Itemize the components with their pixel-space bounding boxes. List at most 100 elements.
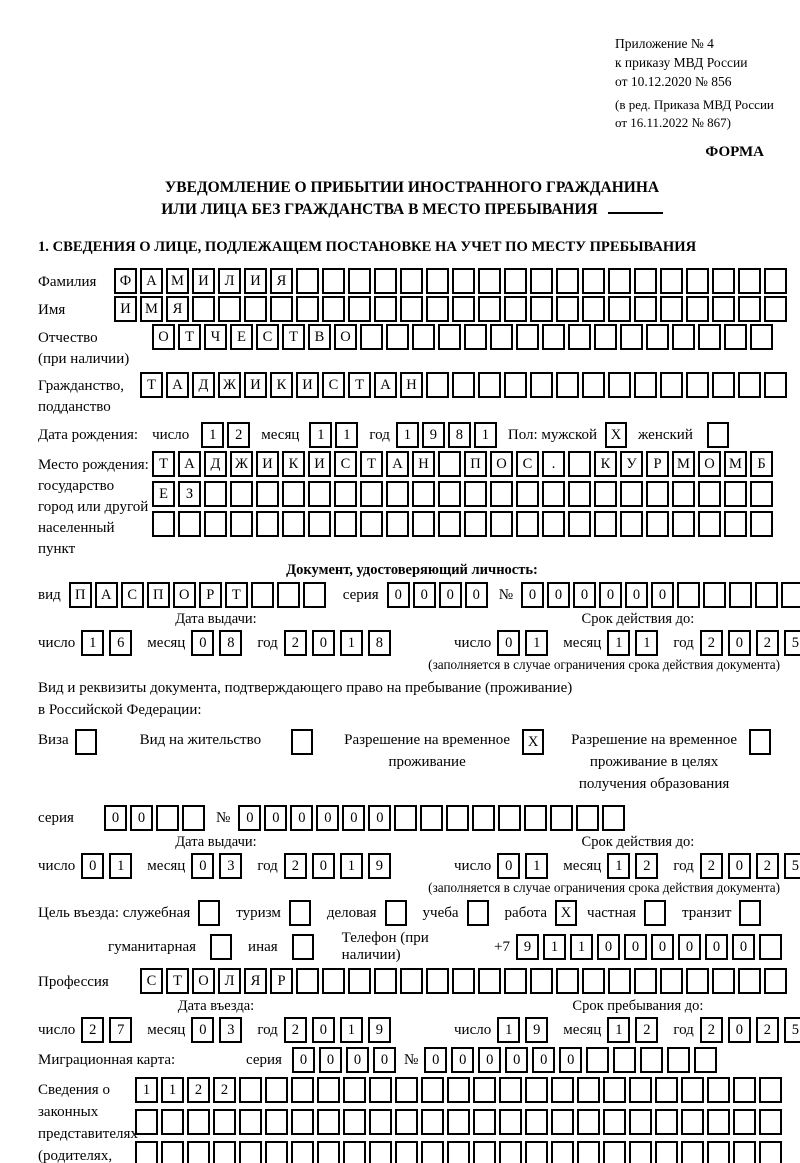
char-box[interactable]: 7 xyxy=(109,1017,133,1043)
char-box[interactable]: С xyxy=(322,372,345,398)
char-box[interactable] xyxy=(464,481,487,507)
char-box[interactable]: 8 xyxy=(219,630,243,656)
char-box[interactable] xyxy=(135,1141,158,1163)
char-box[interactable] xyxy=(568,481,591,507)
char-box[interactable] xyxy=(178,511,201,537)
char-box[interactable] xyxy=(213,1109,236,1135)
char-box[interactable] xyxy=(213,1141,236,1163)
char-box[interactable]: 2 xyxy=(187,1077,210,1103)
visa-checkbox[interactable] xyxy=(74,729,97,755)
char-box[interactable]: 0 xyxy=(727,1017,751,1043)
char-box[interactable] xyxy=(302,582,326,608)
char-box[interactable] xyxy=(412,324,435,350)
char-box[interactable] xyxy=(452,372,475,398)
char-box[interactable]: 0 xyxy=(464,582,488,608)
sluzhebnaya-checkbox[interactable] xyxy=(198,900,221,926)
char-box[interactable]: И xyxy=(308,451,331,477)
char-box[interactable]: 0 xyxy=(311,1017,335,1043)
char-box[interactable] xyxy=(504,296,527,322)
char-box[interactable] xyxy=(694,1047,718,1073)
char-box[interactable] xyxy=(738,968,761,994)
char-box[interactable]: 1 xyxy=(497,1017,521,1043)
char-box[interactable]: Н xyxy=(412,451,435,477)
char-box[interactable]: 0 xyxy=(521,582,544,608)
char-box[interactable] xyxy=(629,1109,652,1135)
char-box[interactable] xyxy=(239,1109,262,1135)
char-box[interactable]: 9 xyxy=(516,934,539,960)
char-box[interactable] xyxy=(646,481,669,507)
char-box[interactable] xyxy=(334,511,357,537)
char-box[interactable] xyxy=(490,481,513,507)
char-box[interactable]: 2 xyxy=(699,1017,723,1043)
char-box[interactable] xyxy=(759,1141,782,1163)
char-box[interactable] xyxy=(317,1141,340,1163)
char-box[interactable] xyxy=(296,296,319,322)
char-box[interactable]: Р xyxy=(198,582,222,608)
char-box[interactable]: Е xyxy=(230,324,253,350)
char-box[interactable] xyxy=(276,582,300,608)
char-box[interactable]: Д xyxy=(204,451,227,477)
char-box[interactable] xyxy=(499,1077,522,1103)
char-box[interactable] xyxy=(395,1109,418,1135)
char-box[interactable]: 2 xyxy=(81,1017,105,1043)
char-box[interactable] xyxy=(504,968,527,994)
char-box[interactable]: С xyxy=(120,582,144,608)
char-box[interactable]: А xyxy=(94,582,118,608)
char-box[interactable] xyxy=(452,268,475,294)
char-box[interactable] xyxy=(420,805,444,831)
char-box[interactable]: 2 xyxy=(755,853,779,879)
char-box[interactable] xyxy=(360,324,383,350)
char-box[interactable]: И xyxy=(244,372,267,398)
char-box[interactable]: С xyxy=(256,324,279,350)
char-box[interactable] xyxy=(516,511,539,537)
char-box[interactable] xyxy=(603,1141,626,1163)
char-box[interactable]: 0 xyxy=(547,582,570,608)
char-box[interactable]: 0 xyxy=(342,805,366,831)
char-box[interactable] xyxy=(542,481,565,507)
char-box[interactable] xyxy=(655,1109,678,1135)
char-box[interactable] xyxy=(525,1109,548,1135)
char-box[interactable]: Я xyxy=(166,296,189,322)
char-box[interactable] xyxy=(426,372,449,398)
char-box[interactable] xyxy=(530,268,553,294)
char-box[interactable] xyxy=(586,1047,610,1073)
char-box[interactable]: 9 xyxy=(367,1017,391,1043)
char-box[interactable] xyxy=(348,968,371,994)
inaya-checkbox[interactable] xyxy=(291,934,314,960)
char-box[interactable] xyxy=(322,968,345,994)
char-box[interactable]: Т xyxy=(152,451,175,477)
char-box[interactable]: 1 xyxy=(135,1077,158,1103)
char-box[interactable] xyxy=(421,1141,444,1163)
char-box[interactable] xyxy=(348,268,371,294)
char-box[interactable] xyxy=(256,511,279,537)
char-box[interactable] xyxy=(530,968,553,994)
char-box[interactable] xyxy=(755,582,778,608)
char-box[interactable] xyxy=(634,268,657,294)
char-box[interactable]: 0 xyxy=(497,853,521,879)
char-box[interactable] xyxy=(582,372,605,398)
char-box[interactable] xyxy=(724,324,747,350)
char-box[interactable]: 1 xyxy=(161,1077,184,1103)
char-box[interactable] xyxy=(576,805,600,831)
char-box[interactable] xyxy=(504,268,527,294)
char-box[interactable] xyxy=(667,1047,691,1073)
char-box[interactable] xyxy=(256,481,279,507)
char-box[interactable] xyxy=(542,324,565,350)
turizm-checkbox[interactable] xyxy=(288,900,311,926)
char-box[interactable] xyxy=(686,968,709,994)
char-box[interactable] xyxy=(556,296,579,322)
rvp-edu-checkbox[interactable] xyxy=(749,729,772,755)
char-box[interactable] xyxy=(613,1047,637,1073)
char-box[interactable]: 1 xyxy=(81,630,105,656)
char-box[interactable]: 2 xyxy=(283,630,307,656)
char-box[interactable]: 3 xyxy=(219,853,243,879)
char-box[interactable]: 0 xyxy=(368,805,392,831)
char-box[interactable] xyxy=(265,1109,288,1135)
char-box[interactable]: 0 xyxy=(386,582,410,608)
char-box[interactable] xyxy=(750,511,773,537)
char-box[interactable] xyxy=(712,372,735,398)
char-box[interactable]: 0 xyxy=(316,805,340,831)
char-box[interactable]: 0 xyxy=(372,1047,396,1073)
char-box[interactable]: 0 xyxy=(290,805,314,831)
char-box[interactable] xyxy=(681,1109,704,1135)
